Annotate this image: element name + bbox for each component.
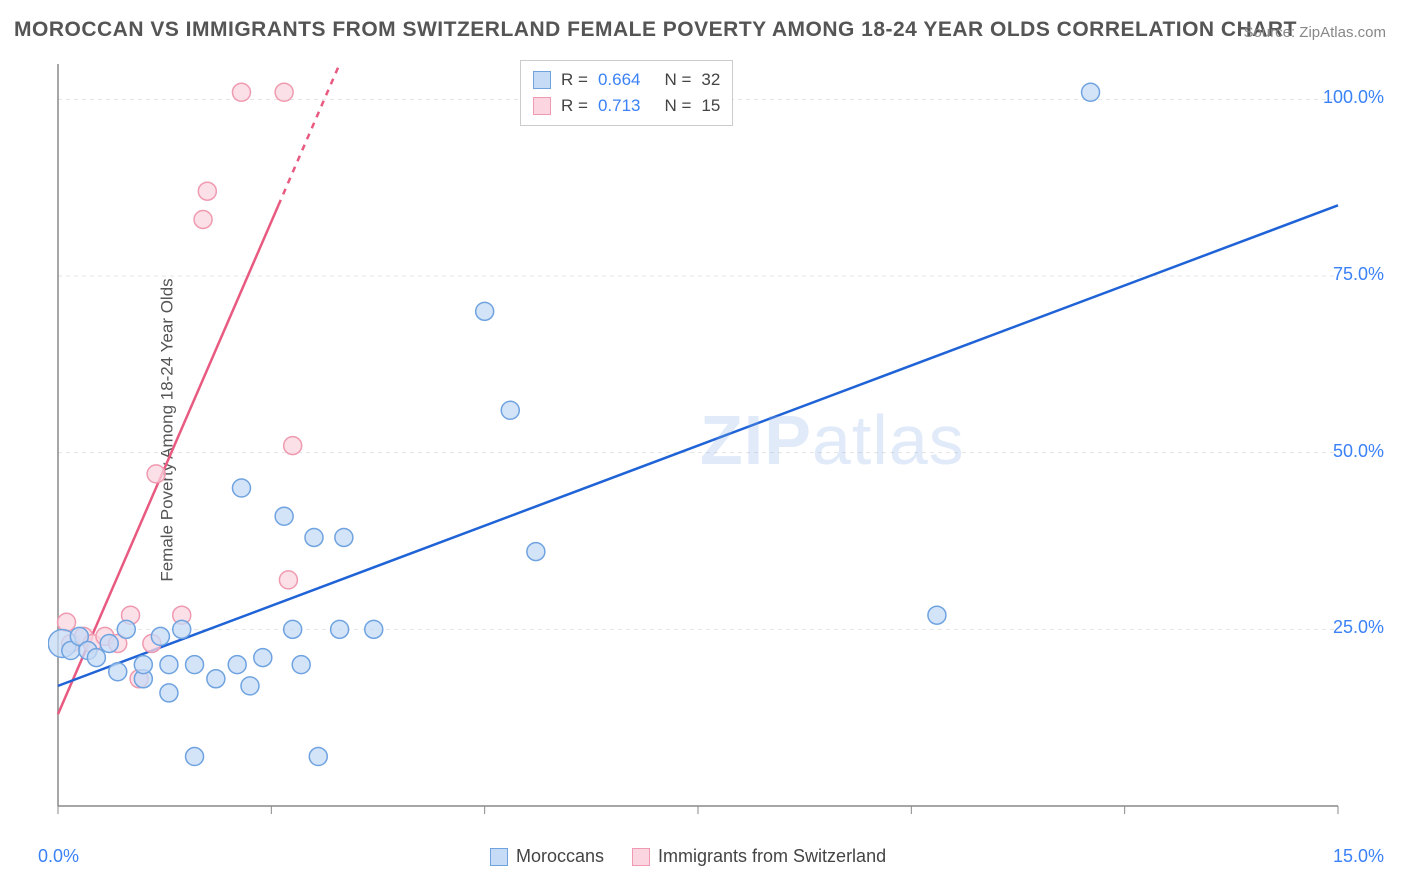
legend-swatch-icon xyxy=(490,848,508,866)
legend-row-1: R = 0.713 N = 15 xyxy=(533,93,720,119)
chart-title: MOROCCAN VS IMMIGRANTS FROM SWITZERLAND … xyxy=(14,18,1297,42)
legend-item-1: Immigrants from Switzerland xyxy=(632,846,886,867)
legend-series-label: Moroccans xyxy=(516,846,604,867)
y-axis-tick: 100.0% xyxy=(1323,87,1384,108)
x-axis-tick-max: 15.0% xyxy=(1333,846,1384,867)
legend-swatch-icon xyxy=(533,71,551,89)
x-axis-tick-min: 0.0% xyxy=(38,846,79,867)
correlation-legend: R = 0.664 N = 32 R = 0.713 N = 15 xyxy=(520,60,733,126)
legend-r-label: R = xyxy=(561,96,588,116)
chart-container: MOROCCAN VS IMMIGRANTS FROM SWITZERLAND … xyxy=(0,0,1406,892)
scatter-svg xyxy=(48,56,1388,826)
y-axis-tick: 50.0% xyxy=(1333,441,1384,462)
legend-r-value: 0.664 xyxy=(598,70,641,90)
y-axis-tick: 25.0% xyxy=(1333,617,1384,638)
legend-n-value: 32 xyxy=(701,70,720,90)
y-axis-tick: 75.0% xyxy=(1333,264,1384,285)
legend-row-0: R = 0.664 N = 32 xyxy=(533,67,720,93)
legend-swatch-icon xyxy=(632,848,650,866)
source-label: Source: ZipAtlas.com xyxy=(1243,24,1386,41)
legend-item-0: Moroccans xyxy=(490,846,604,867)
series-legend: Moroccans Immigrants from Switzerland xyxy=(490,846,886,867)
legend-r-label: R = xyxy=(561,70,588,90)
legend-n-label: N = xyxy=(664,70,691,90)
legend-n-value: 15 xyxy=(701,96,720,116)
legend-n-label: N = xyxy=(664,96,691,116)
legend-swatch-icon xyxy=(533,97,551,115)
plot-area xyxy=(48,56,1388,826)
legend-series-label: Immigrants from Switzerland xyxy=(658,846,886,867)
legend-r-value: 0.713 xyxy=(598,96,641,116)
